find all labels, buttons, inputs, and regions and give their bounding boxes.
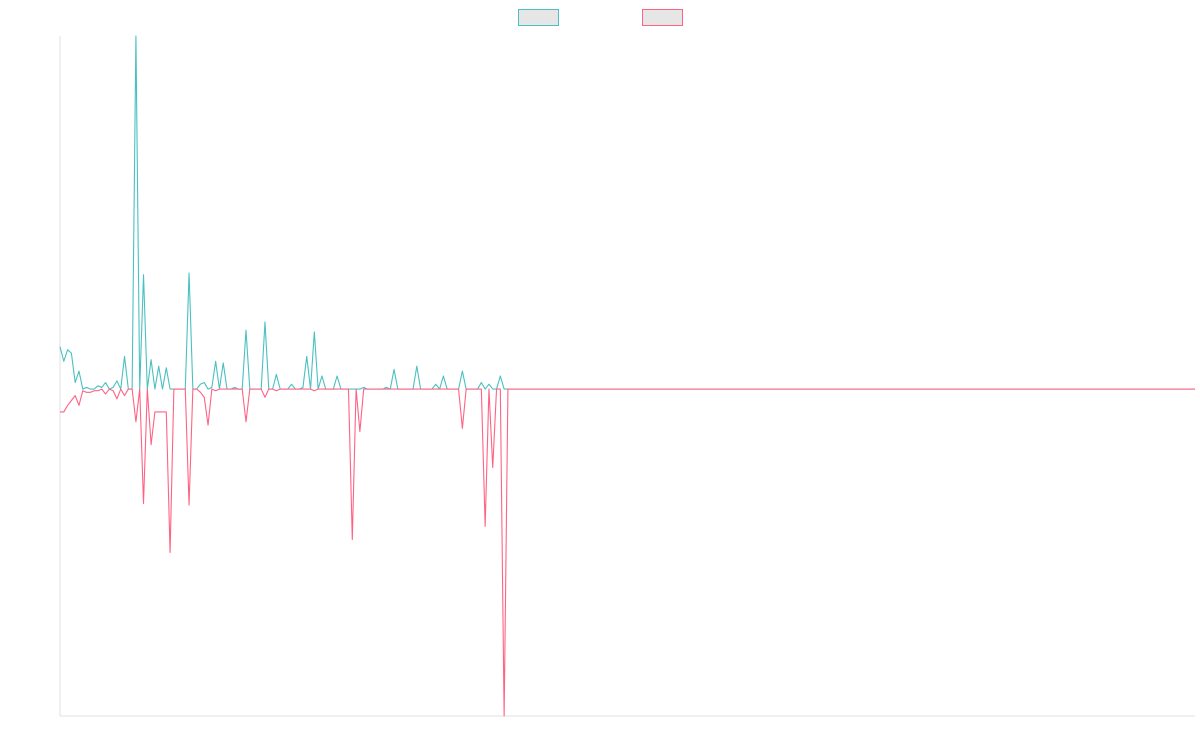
series-2-line [60,388,1195,717]
chart-axes [59,36,1195,717]
legend[interactable] [518,9,683,26]
legend-swatch-series-2[interactable] [642,9,683,26]
series-layer [59,35,1195,717]
legend-swatch-series-1[interactable] [518,9,559,26]
series-1-line [59,35,1195,390]
